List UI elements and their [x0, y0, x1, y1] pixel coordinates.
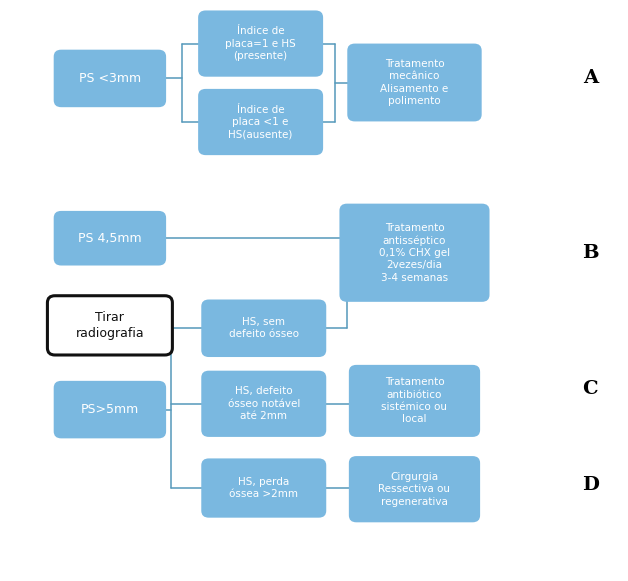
Text: PS 4,5mm: PS 4,5mm [78, 232, 142, 245]
Text: Tratamento
mecânico
Alisamento e
polimento: Tratamento mecânico Alisamento e polimen… [381, 59, 448, 106]
FancyBboxPatch shape [198, 89, 323, 155]
Text: Tirar
radiografia: Tirar radiografia [75, 311, 144, 340]
Text: PS>5mm: PS>5mm [81, 403, 139, 416]
FancyBboxPatch shape [53, 211, 166, 266]
FancyBboxPatch shape [349, 365, 480, 437]
Text: HS, sem
defeito ósseo: HS, sem defeito ósseo [229, 317, 299, 339]
FancyBboxPatch shape [339, 204, 490, 302]
Text: PS <3mm: PS <3mm [79, 72, 141, 85]
Text: B: B [582, 244, 598, 261]
Text: HS, defeito
ósseo notável
até 2mm: HS, defeito ósseo notável até 2mm [227, 386, 300, 421]
FancyBboxPatch shape [201, 371, 327, 437]
Text: Índice de
placa <1 e
HS(ausente): Índice de placa <1 e HS(ausente) [229, 105, 293, 139]
Text: HS, perda
óssea >2mm: HS, perda óssea >2mm [229, 477, 298, 499]
Text: Índice de
placa=1 e HS
(presente): Índice de placa=1 e HS (presente) [225, 26, 296, 61]
Text: A: A [583, 70, 598, 87]
FancyBboxPatch shape [48, 296, 172, 355]
FancyBboxPatch shape [53, 50, 166, 107]
Text: D: D [582, 476, 599, 494]
FancyBboxPatch shape [198, 10, 323, 77]
FancyBboxPatch shape [347, 44, 482, 121]
Text: C: C [583, 381, 598, 398]
FancyBboxPatch shape [349, 456, 480, 522]
FancyBboxPatch shape [201, 458, 327, 518]
Text: Cirgurgia
Ressectiva ou
regenerativa: Cirgurgia Ressectiva ou regenerativa [379, 472, 450, 507]
Text: Tratamento
antisséptico
0,1% CHX gel
2vezes/dia
3-4 semanas: Tratamento antisséptico 0,1% CHX gel 2ve… [379, 223, 450, 283]
FancyBboxPatch shape [201, 300, 327, 357]
FancyBboxPatch shape [53, 381, 166, 438]
Text: Tratamento
antibiótico
sistémico ou
local: Tratamento antibiótico sistémico ou loca… [381, 377, 448, 425]
